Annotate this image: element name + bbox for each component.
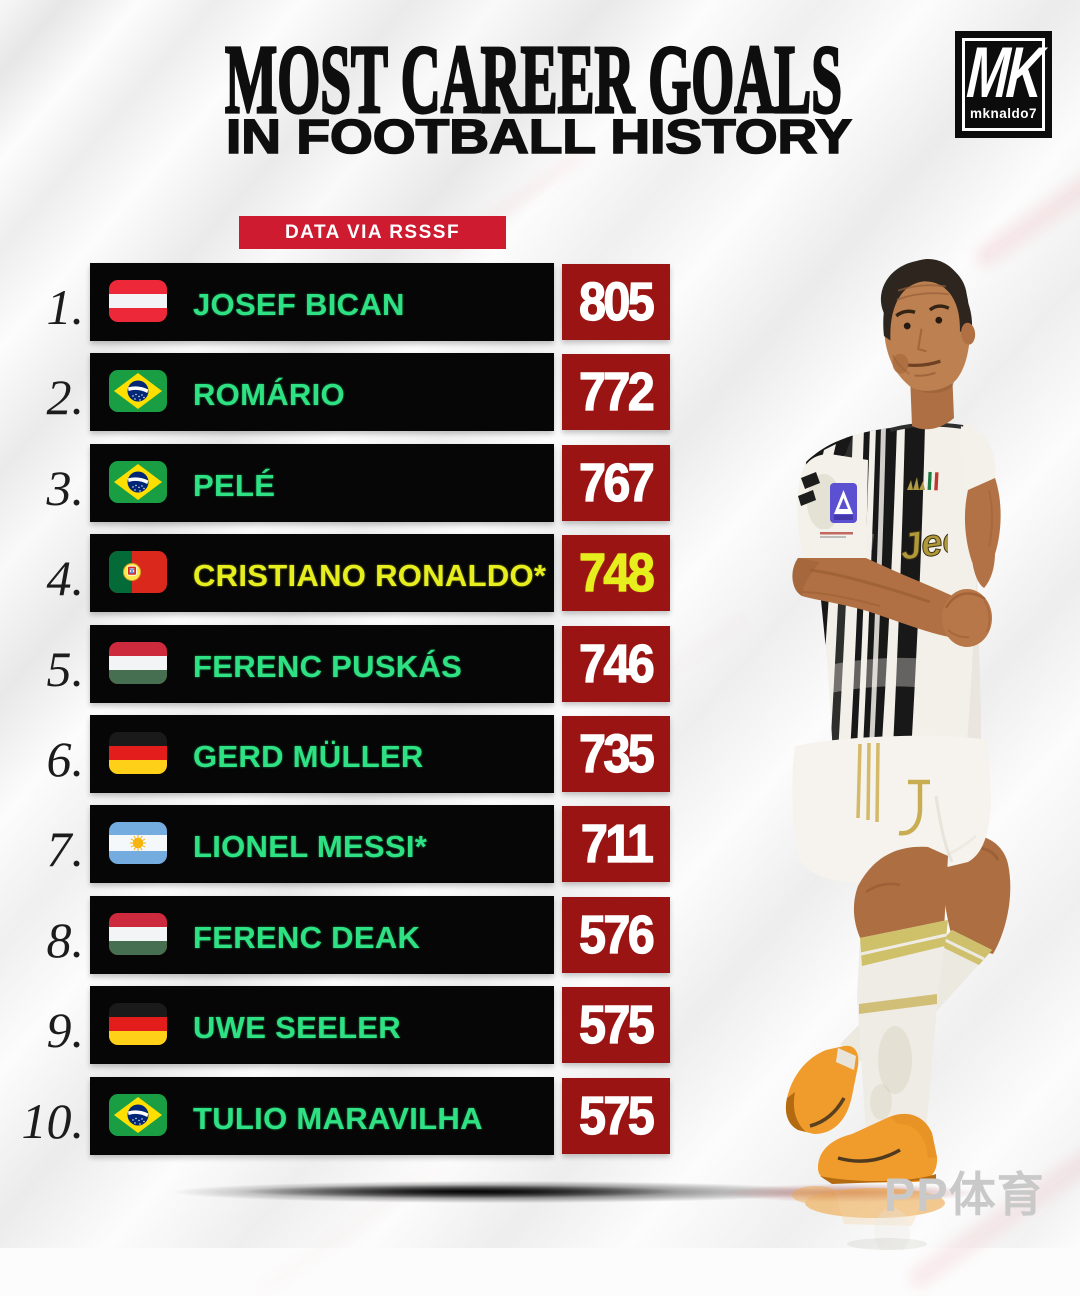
svg-text:IN FOOTBALL HISTORY: IN FOOTBALL HISTORY [226, 111, 852, 164]
svg-text:Jeep: Jeep [897, 515, 989, 569]
svg-text:MOST CAREER GOALS: MOST CAREER GOALS [225, 26, 842, 134]
